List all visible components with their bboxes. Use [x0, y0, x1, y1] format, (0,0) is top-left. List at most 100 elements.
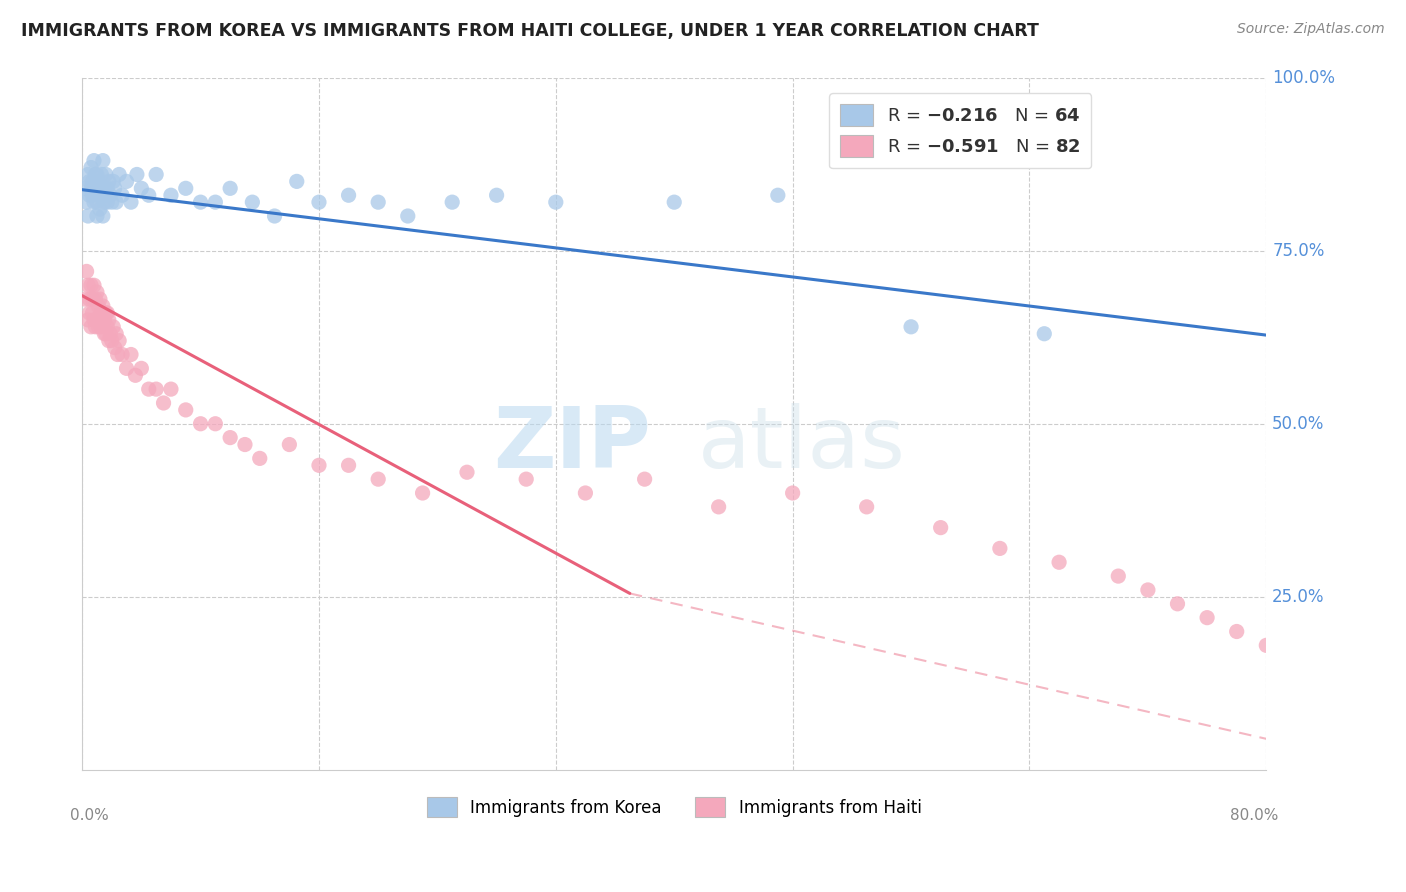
Point — [160, 188, 183, 202]
Point — [929, 521, 952, 535]
Point — [574, 486, 596, 500]
Point — [278, 437, 301, 451]
Point — [145, 168, 167, 182]
Point — [138, 188, 160, 202]
Point — [337, 188, 360, 202]
Point — [174, 181, 197, 195]
Point — [93, 195, 115, 210]
Point — [83, 278, 105, 293]
Point — [131, 181, 153, 195]
Point — [79, 306, 101, 320]
Point — [98, 326, 121, 341]
Point — [707, 500, 730, 514]
Point — [544, 195, 567, 210]
Point — [456, 465, 478, 479]
Point — [104, 341, 127, 355]
Point — [87, 174, 110, 188]
Point — [1285, 652, 1308, 666]
Point — [91, 313, 114, 327]
Point — [249, 451, 271, 466]
Text: 0.0%: 0.0% — [70, 808, 110, 823]
Point — [94, 326, 117, 341]
Point — [240, 195, 263, 210]
Point — [308, 458, 330, 473]
Point — [103, 319, 125, 334]
Point — [84, 292, 107, 306]
Point — [93, 326, 115, 341]
Point — [633, 472, 655, 486]
Point — [219, 181, 242, 195]
Point — [80, 319, 103, 334]
Point — [115, 174, 138, 188]
Point — [79, 174, 101, 188]
Point — [90, 168, 112, 182]
Text: 100.0%: 100.0% — [1272, 69, 1336, 87]
Y-axis label: College, Under 1 year: College, Under 1 year — [0, 334, 8, 515]
Point — [1374, 694, 1396, 708]
Text: 75.0%: 75.0% — [1272, 242, 1324, 260]
Point — [76, 264, 98, 278]
Point — [412, 486, 434, 500]
Point — [89, 181, 111, 195]
Point — [855, 500, 877, 514]
Point — [190, 417, 212, 431]
Point — [204, 417, 226, 431]
Point — [120, 347, 142, 361]
Point — [86, 209, 108, 223]
Point — [1197, 610, 1219, 624]
Point — [124, 368, 146, 383]
Point — [105, 195, 128, 210]
Point — [396, 209, 419, 223]
Point — [1403, 707, 1406, 722]
Point — [131, 361, 153, 376]
Point — [90, 319, 112, 334]
Point — [83, 313, 105, 327]
Text: Source: ZipAtlas.com: Source: ZipAtlas.com — [1237, 22, 1385, 37]
Point — [76, 195, 98, 210]
Point — [87, 299, 110, 313]
Point — [900, 319, 922, 334]
Point — [219, 431, 242, 445]
Point — [77, 209, 100, 223]
Point — [138, 382, 160, 396]
Point — [77, 278, 100, 293]
Point — [766, 188, 789, 202]
Point — [82, 174, 104, 188]
Point — [86, 168, 108, 182]
Point — [91, 209, 114, 223]
Point — [107, 347, 129, 361]
Point — [111, 188, 134, 202]
Point — [93, 313, 115, 327]
Point — [96, 306, 118, 320]
Point — [108, 334, 131, 348]
Point — [91, 299, 114, 313]
Point — [103, 174, 125, 188]
Point — [93, 181, 115, 195]
Point — [1107, 569, 1129, 583]
Point — [96, 181, 118, 195]
Point — [1047, 555, 1070, 569]
Legend: Immigrants from Korea, Immigrants from Haiti: Immigrants from Korea, Immigrants from H… — [420, 790, 928, 824]
Point — [86, 285, 108, 300]
Point — [97, 334, 120, 348]
Point — [308, 195, 330, 210]
Point — [174, 403, 197, 417]
Point — [96, 195, 118, 210]
Text: IMMIGRANTS FROM KOREA VS IMMIGRANTS FROM HAITI COLLEGE, UNDER 1 YEAR CORRELATION: IMMIGRANTS FROM KOREA VS IMMIGRANTS FROM… — [21, 22, 1039, 40]
Point — [83, 195, 105, 210]
Point — [125, 168, 148, 182]
Point — [152, 396, 174, 410]
Point — [111, 347, 134, 361]
Point — [263, 209, 285, 223]
Point — [1315, 666, 1337, 681]
Point — [145, 382, 167, 396]
Text: 25.0%: 25.0% — [1272, 588, 1324, 606]
Point — [664, 195, 686, 210]
Point — [86, 195, 108, 210]
Point — [515, 472, 537, 486]
Point — [233, 437, 256, 451]
Point — [96, 319, 118, 334]
Point — [84, 168, 107, 182]
Point — [367, 195, 389, 210]
Point — [89, 292, 111, 306]
